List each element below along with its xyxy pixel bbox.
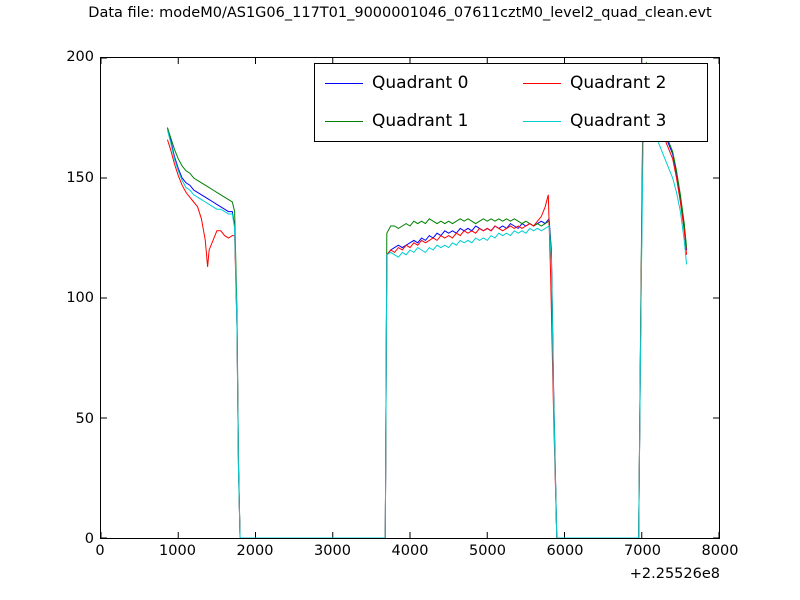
legend-item-quadrant-1: Quadrant 1 — [315, 104, 468, 138]
x-axis-offset-label: +2.25526e8 — [629, 566, 720, 582]
x-tick-5000: 5000 — [469, 543, 506, 559]
legend-label-quadrant-0: Quadrant 0 — [372, 73, 469, 93]
x-tick-7000: 7000 — [624, 543, 661, 559]
legend-swatch-quadrant-2 — [523, 82, 561, 84]
x-tick-1000: 1000 — [159, 543, 196, 559]
legend-item-quadrant-0: Quadrant 0 — [315, 66, 468, 100]
y-tick-100: 100 — [66, 290, 94, 306]
x-tick-6000: 6000 — [546, 543, 584, 559]
y-tick-150: 150 — [66, 169, 94, 186]
x-tick-8000: 8000 — [701, 543, 739, 559]
x-tick-4000: 4000 — [391, 543, 429, 559]
plot-svg — [101, 58, 719, 538]
chart-legend: Quadrant 0 Quadrant 2 Quadrant 1 Quadran… — [314, 63, 708, 142]
x-tick-3000: 3000 — [314, 543, 351, 559]
y-tick-200: 200 — [66, 49, 94, 65]
legend-item-quadrant-3: Quadrant 3 — [513, 104, 666, 138]
legend-label-quadrant-3: Quadrant 3 — [570, 111, 667, 131]
x-tick-0: 0 — [95, 543, 105, 559]
figure-title: Data file: modeM0/AS1G06_117T01_90000010… — [88, 5, 712, 21]
legend-label-quadrant-2: Quadrant 2 — [570, 73, 667, 93]
series-line-quadrant-3 — [167, 111, 686, 538]
series-line-quadrant-2 — [167, 77, 686, 538]
legend-swatch-quadrant-0 — [325, 82, 363, 84]
legend-label-quadrant-1: Quadrant 1 — [372, 111, 469, 131]
y-tick-0: 0 — [84, 531, 94, 547]
legend-item-quadrant-2: Quadrant 2 — [513, 66, 666, 100]
x-tick-2000: 2000 — [236, 543, 274, 559]
legend-swatch-quadrant-3 — [523, 120, 561, 122]
y-tick-50: 50 — [75, 410, 94, 427]
legend-swatch-quadrant-1 — [325, 120, 363, 122]
